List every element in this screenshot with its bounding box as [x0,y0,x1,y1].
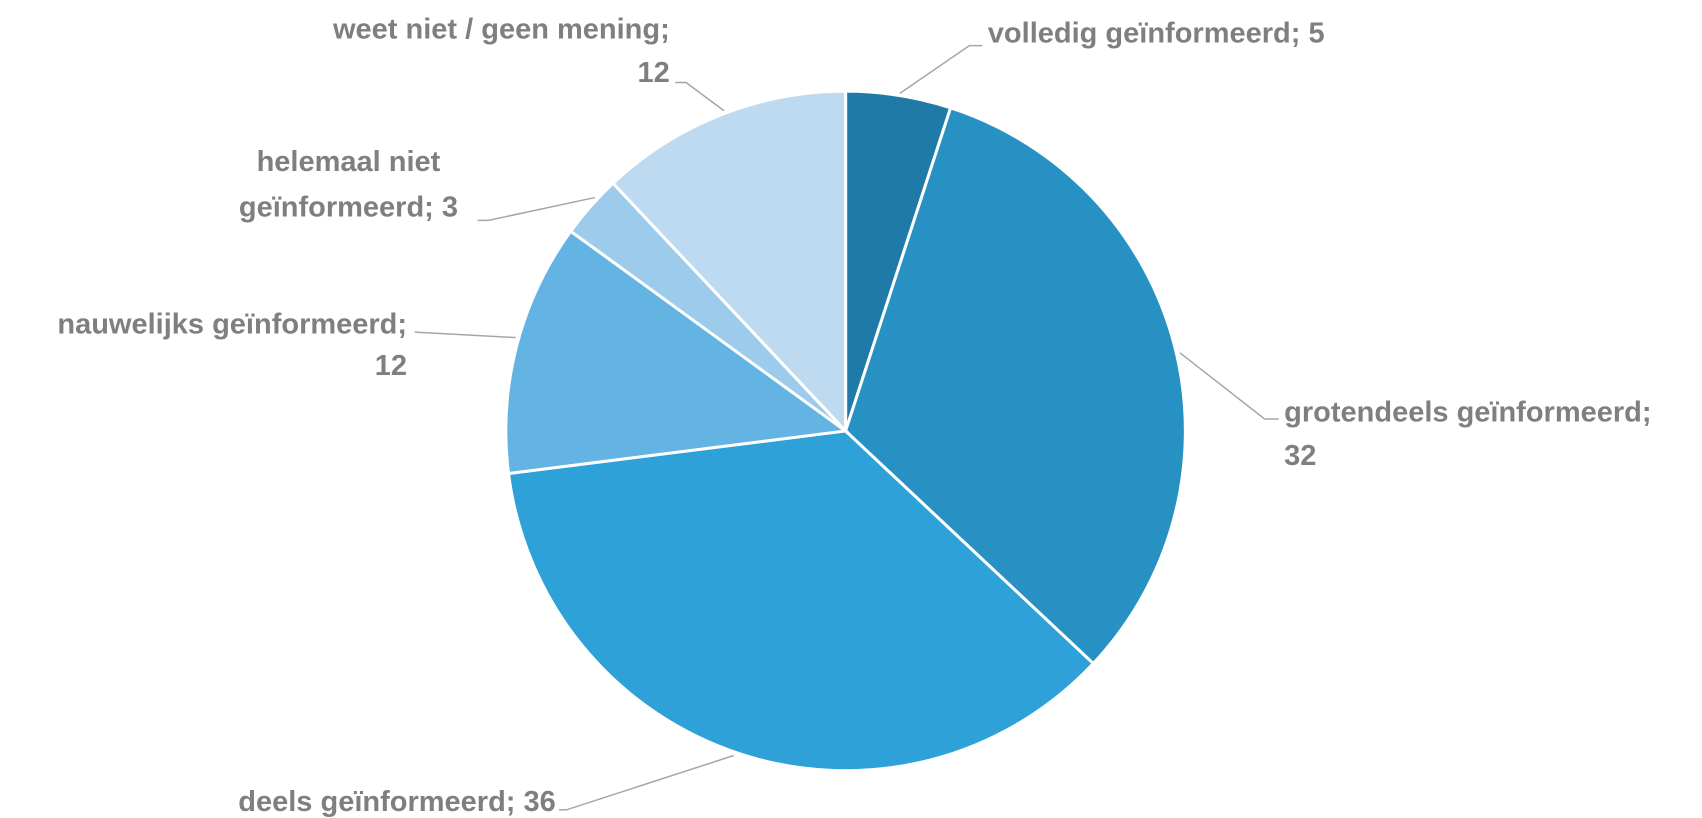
leader-line [559,754,735,811]
data-label: weet niet / geen mening; 12 [332,13,670,88]
pie-slice [610,89,848,435]
data-label-line: 12 [637,56,669,88]
pie-slice [504,229,850,476]
data-label-line: 32 [1284,440,1316,472]
data-label: helemaal niet geïnformeerd; 3 [239,145,458,223]
leader-line [1179,352,1279,420]
data-label: nauwelijks geïnformeerd; 12 [57,308,407,381]
leader-line [675,81,725,112]
data-label: grotendeels geïnformeerd; 32 [1284,396,1651,471]
leader-line [477,196,596,222]
data-label: volledig geïnformeerd; 5 [988,17,1325,49]
leader-line [899,44,983,94]
data-label-line: grotendeels geïnformeerd; [1284,396,1651,428]
data-label-line: helemaal niet [257,145,441,177]
data-label: deels geïnformeerd; 36 [238,786,556,818]
data-label-line: geïnformeerd; 3 [239,191,458,223]
leader-line [414,331,516,339]
data-label-line: weet niet / geen mening; [332,13,670,45]
pie-slice [506,429,1096,773]
data-label-line: 12 [375,350,407,382]
data-label-line: nauwelijks geïnformeerd; [57,308,407,340]
pie-slice [843,105,1187,666]
